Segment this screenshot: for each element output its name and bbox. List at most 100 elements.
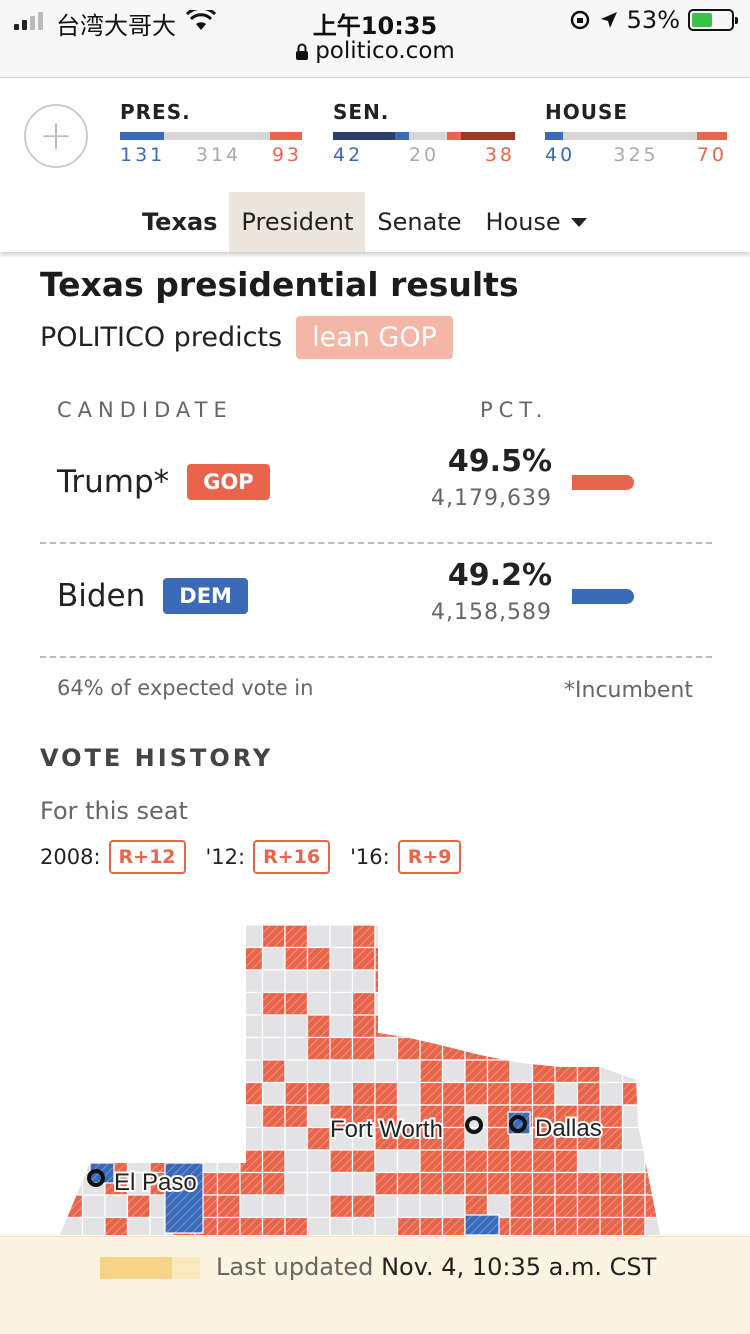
county xyxy=(486,1036,511,1061)
county xyxy=(486,925,511,949)
county xyxy=(464,991,489,1016)
county xyxy=(599,1036,624,1061)
county xyxy=(531,1059,556,1084)
county xyxy=(60,925,84,949)
county xyxy=(531,1036,556,1061)
county xyxy=(621,1216,646,1235)
county xyxy=(576,1036,601,1061)
county xyxy=(486,946,511,971)
county xyxy=(644,969,660,994)
county xyxy=(599,1171,624,1196)
county xyxy=(261,946,286,971)
tab-texas[interactable]: Texas xyxy=(142,208,218,236)
county xyxy=(60,1104,84,1129)
county xyxy=(621,1014,646,1039)
dem-count: 131 xyxy=(120,144,166,166)
county xyxy=(239,1059,264,1084)
county xyxy=(81,1104,106,1129)
candidate-name: Trump* xyxy=(57,464,170,500)
county xyxy=(576,1194,601,1219)
county xyxy=(396,1216,421,1235)
county xyxy=(441,946,466,971)
county xyxy=(306,1059,331,1084)
county xyxy=(284,1059,309,1084)
county xyxy=(576,1014,601,1039)
county xyxy=(149,969,174,994)
county xyxy=(554,1194,579,1219)
county xyxy=(644,946,660,971)
other-count: 314 xyxy=(195,144,242,166)
county xyxy=(441,1081,466,1106)
county xyxy=(419,969,444,994)
county xyxy=(126,925,151,949)
county xyxy=(81,1216,106,1235)
county xyxy=(194,925,219,949)
county xyxy=(396,969,421,994)
county xyxy=(81,1014,106,1039)
county xyxy=(216,991,241,1016)
race-senate[interactable]: SEN. 42 20 38 xyxy=(333,100,515,166)
wifi-icon xyxy=(186,10,216,30)
race-president[interactable]: PRES. 131 314 93 xyxy=(120,100,302,166)
history-margin: R+9 xyxy=(397,840,462,874)
county xyxy=(149,925,174,949)
county xyxy=(149,991,174,1016)
county xyxy=(351,1059,376,1084)
url-bar[interactable]: politico.com xyxy=(0,38,750,64)
county xyxy=(374,1194,399,1219)
history-year: '16: xyxy=(350,845,390,869)
city-markers xyxy=(87,1115,527,1187)
county xyxy=(509,1216,534,1235)
tab-senate[interactable]: Senate xyxy=(377,208,462,236)
county xyxy=(104,1014,129,1039)
race-label: SEN. xyxy=(333,100,390,124)
county xyxy=(261,1104,286,1129)
county xyxy=(261,1126,286,1151)
county xyxy=(531,946,556,971)
county xyxy=(531,1149,556,1174)
county xyxy=(441,1149,466,1174)
county xyxy=(351,925,376,949)
history-margin: R+16 xyxy=(253,840,331,874)
county xyxy=(329,1014,354,1039)
county xyxy=(60,991,84,1016)
county xyxy=(126,1036,151,1061)
county xyxy=(486,1081,511,1106)
county xyxy=(486,969,511,994)
county xyxy=(621,991,646,1016)
texas-county-map[interactable]: Fort Worth Dallas El Paso xyxy=(0,915,750,1235)
county xyxy=(554,991,579,1016)
county xyxy=(171,1014,196,1039)
county xyxy=(81,991,106,1016)
county xyxy=(239,1149,264,1174)
county xyxy=(194,969,219,994)
race-house[interactable]: HOUSE 40 325 70 xyxy=(545,100,727,166)
prediction-label: POLITICO predicts xyxy=(40,322,283,353)
county xyxy=(329,1171,354,1196)
lock-icon xyxy=(296,43,309,60)
county xyxy=(194,1126,219,1151)
county xyxy=(486,1014,511,1039)
county xyxy=(599,1126,624,1151)
tab-house[interactable]: House xyxy=(473,192,598,252)
county xyxy=(509,1171,534,1196)
county xyxy=(239,991,264,1016)
county xyxy=(239,925,264,949)
county xyxy=(60,1216,84,1235)
county xyxy=(306,1036,331,1061)
county xyxy=(441,1036,466,1061)
county xyxy=(329,1149,354,1174)
tab-president[interactable]: President xyxy=(229,192,366,252)
county xyxy=(464,1194,489,1219)
county xyxy=(621,1081,646,1106)
county xyxy=(374,1149,399,1174)
county xyxy=(509,1014,534,1039)
county xyxy=(149,1014,174,1039)
county xyxy=(576,1081,601,1106)
expand-plus-button[interactable]: + xyxy=(24,104,88,168)
county xyxy=(261,991,286,1016)
county xyxy=(644,1059,660,1084)
county xyxy=(441,1194,466,1219)
county xyxy=(576,991,601,1016)
county xyxy=(554,1081,579,1106)
